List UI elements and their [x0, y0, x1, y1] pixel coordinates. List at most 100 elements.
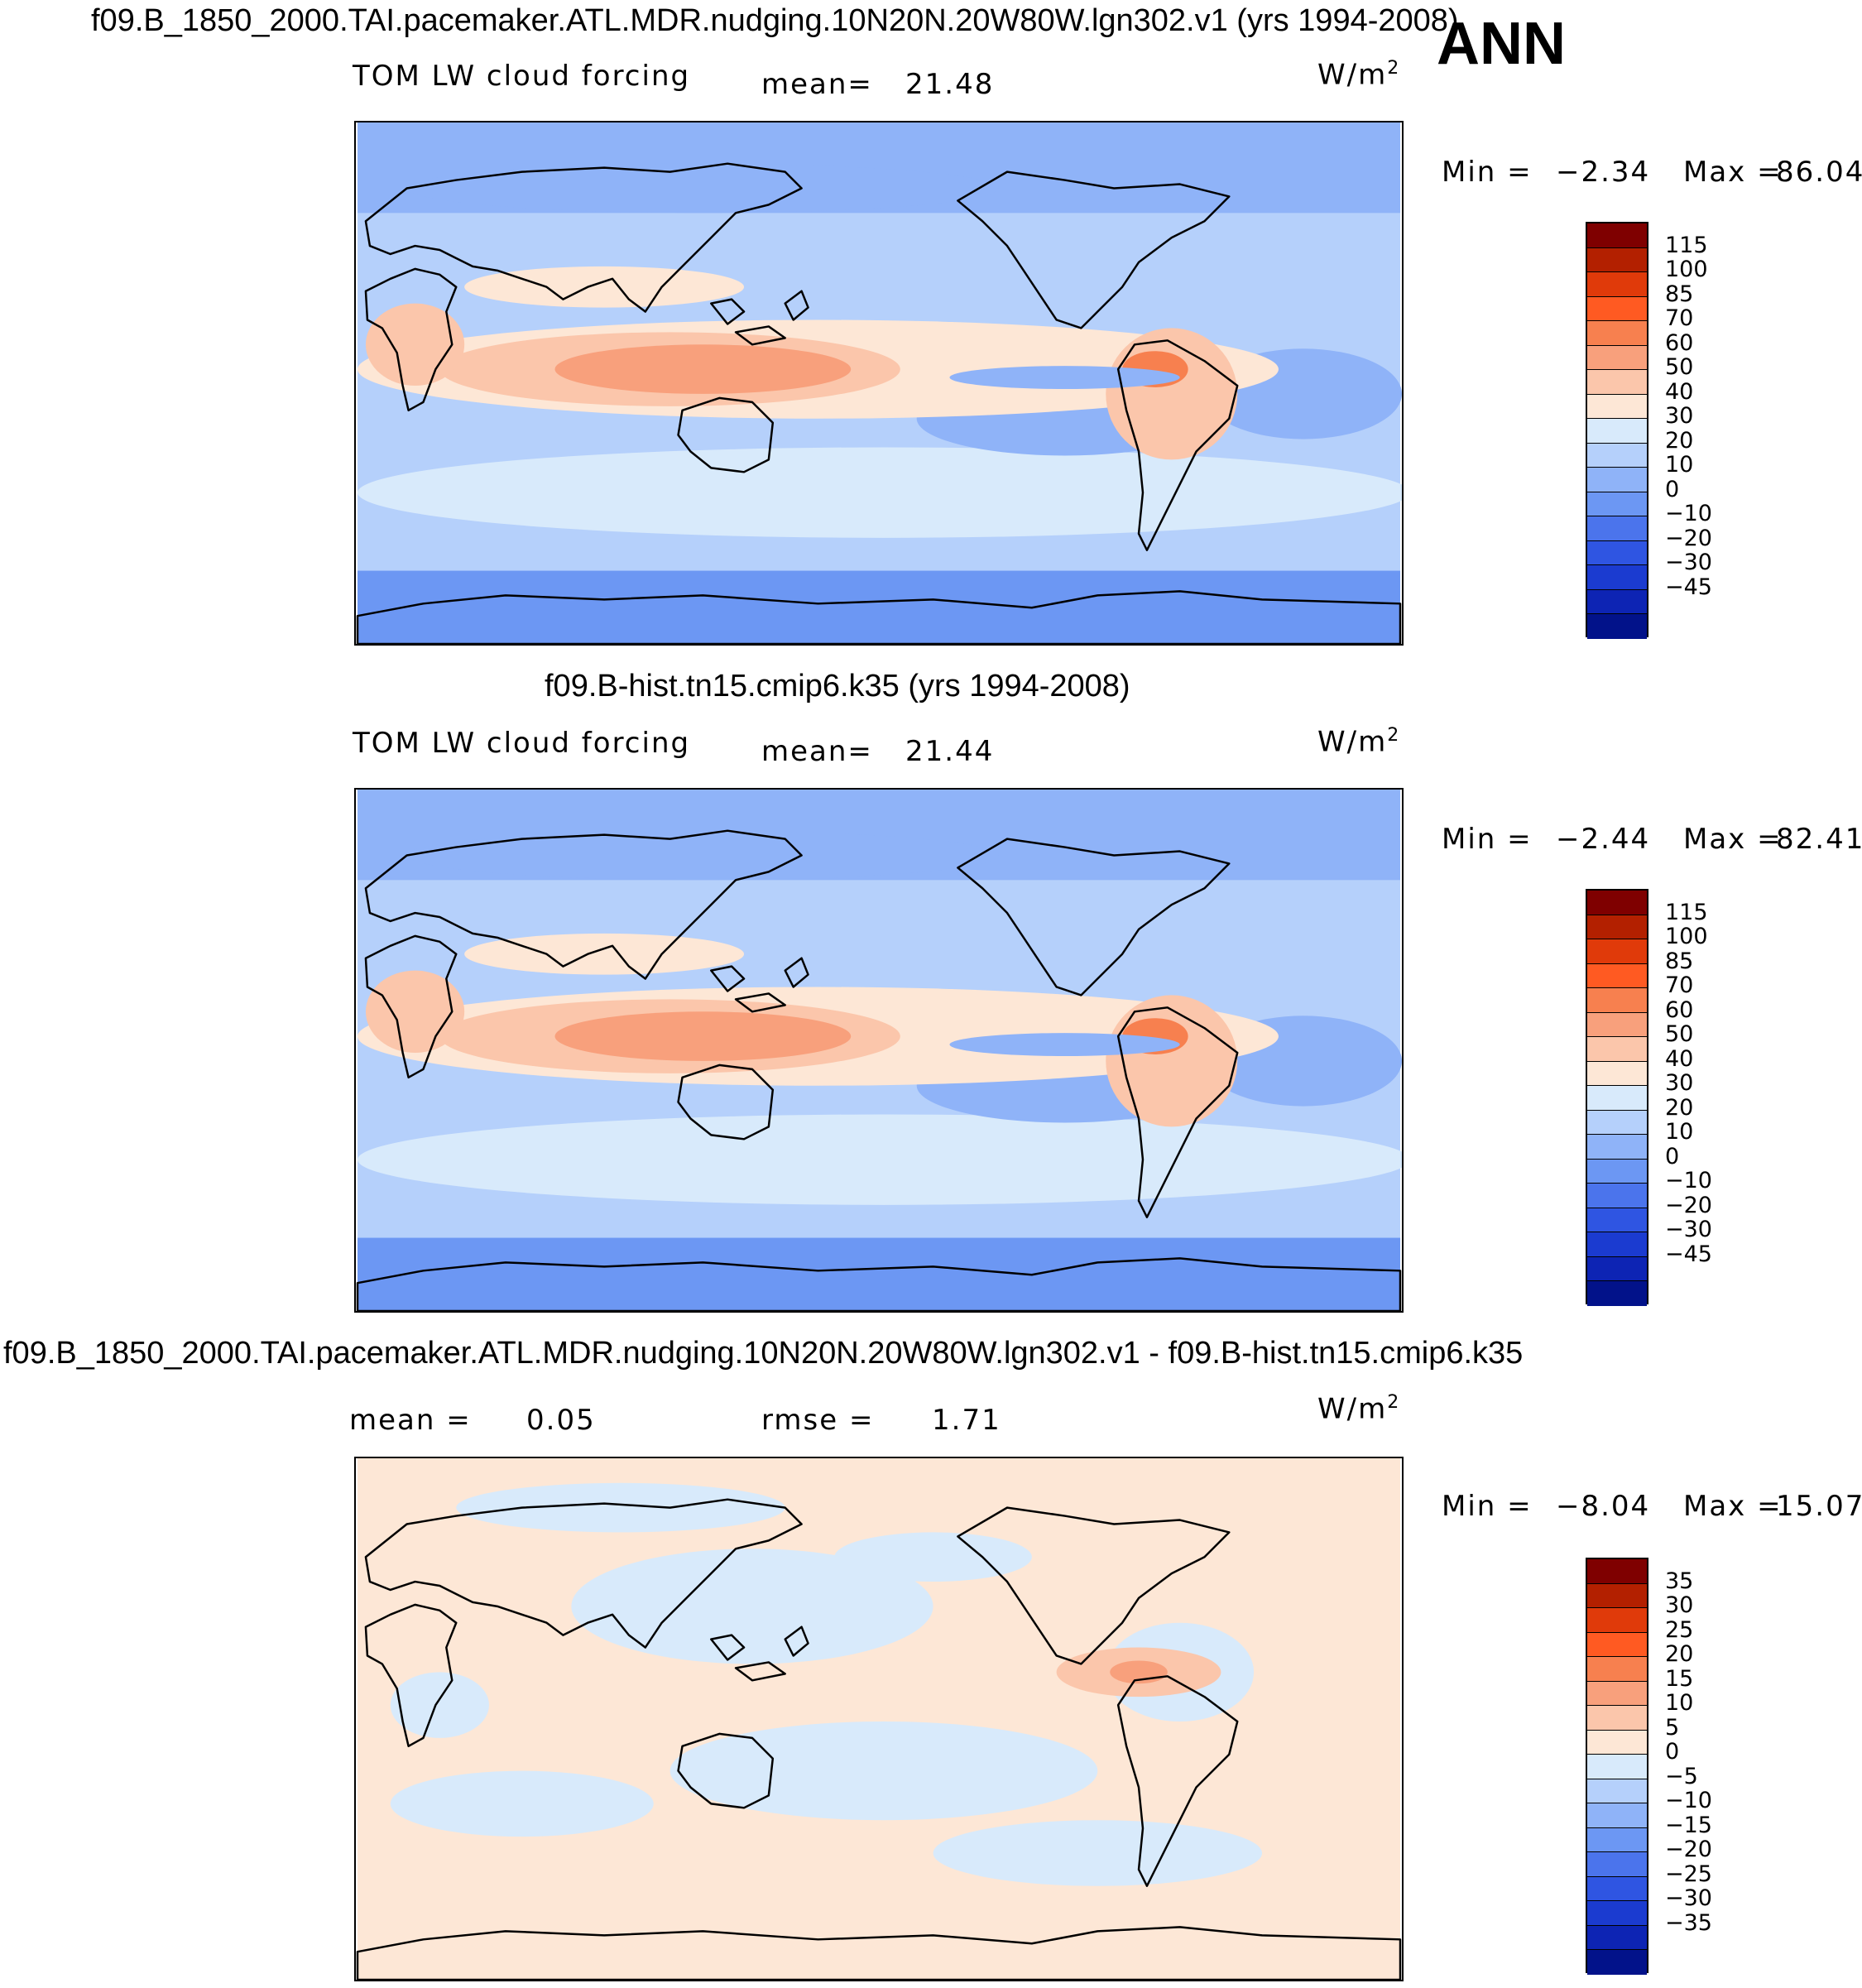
colorbar-swatch — [1587, 492, 1647, 517]
panel-3-max-value: 15.07 — [1776, 1490, 1862, 1523]
panel-1-mean-label: mean= — [761, 68, 873, 101]
colorbar-swatch — [1587, 1159, 1647, 1184]
colorbar-tick-label: 0 — [1665, 1143, 1680, 1169]
colorbar-swatch — [1587, 891, 1647, 915]
colorbar-swatch — [1587, 1135, 1647, 1160]
colorbar-swatch — [1587, 223, 1647, 248]
colorbar-swatch — [1587, 516, 1647, 541]
colorbar-swatch — [1587, 939, 1647, 964]
coastline — [364, 1498, 803, 1649]
colorbar-swatch — [1587, 321, 1647, 346]
southern-midlat-band — [358, 1114, 1402, 1205]
panel-1-max-value: 86.04 — [1776, 156, 1862, 189]
coastline — [677, 1732, 775, 1809]
colorbar-swatch — [1587, 1012, 1647, 1038]
panel-3-colorbar — [1586, 1558, 1648, 1975]
colorbar-tick-label: 30 — [1665, 1070, 1694, 1097]
panel-2-min-label: Min = — [1442, 823, 1533, 856]
colorbar-swatch — [1587, 1184, 1647, 1208]
colorbar-swatch — [1587, 1281, 1647, 1306]
amazon-convection — [1106, 995, 1238, 1127]
colorbar-tick-label: 60 — [1665, 329, 1694, 356]
panel-2-title: f09.B-hist.tn15.cmip6.k35 (yrs 1994-2008… — [545, 669, 1130, 703]
coastline — [1116, 1675, 1239, 1887]
colorbar-tick-label: 15 — [1665, 1665, 1694, 1692]
antarctic-band — [358, 1237, 1400, 1311]
colorbar-swatch — [1587, 1779, 1647, 1804]
colorbar-tick-label: 20 — [1665, 1641, 1694, 1668]
panel-3-units: W/m2 — [1317, 1392, 1401, 1426]
coastline — [957, 170, 1231, 329]
panel-2-mean-value: 21.44 — [905, 735, 995, 768]
panel-2-units: W/m2 — [1317, 725, 1401, 759]
colorbar-tick-label: −15 — [1665, 1812, 1712, 1838]
colorbar-swatch — [1587, 1632, 1647, 1658]
colorbar-tick-label: −45 — [1665, 574, 1712, 600]
panel-1-max-label: Max = — [1683, 156, 1783, 189]
cold-tongue — [949, 366, 1180, 389]
panel-2-variable-label: TOM LW cloud forcing — [353, 727, 691, 760]
colorbar-swatch — [1587, 394, 1647, 420]
panel-2-min-value: −2.44 — [1556, 823, 1651, 856]
colorbar-tick-label: 20 — [1665, 427, 1694, 454]
panel-3-map — [354, 1457, 1404, 1981]
colorbar-swatch — [1587, 443, 1647, 468]
panel-2-map — [354, 788, 1404, 1313]
colorbar-tick-label: 25 — [1665, 1616, 1694, 1643]
kuroshio-band — [464, 266, 745, 308]
colorbar-swatch — [1587, 419, 1647, 444]
colorbar-tick-label: −45 — [1665, 1241, 1712, 1267]
colorbar-tick-label: 50 — [1665, 354, 1694, 381]
panel-1-colorbar — [1586, 222, 1648, 639]
colorbar-swatch — [1587, 988, 1647, 1013]
colorbar-swatch — [1587, 1730, 1647, 1755]
negative-anomaly-patch — [390, 1770, 654, 1837]
colorbar-swatch — [1587, 1925, 1647, 1951]
negative-anomaly-patch — [390, 1672, 489, 1738]
cold-tongue — [949, 1033, 1180, 1056]
colorbar-tick-label: −10 — [1665, 1168, 1712, 1194]
panel-3-min-label: Min = — [1442, 1490, 1533, 1523]
colorbar-tick-label: −10 — [1665, 1788, 1712, 1814]
colorbar-tick-label: 70 — [1665, 972, 1694, 999]
warm-pool-core — [554, 1011, 852, 1061]
africa-convection — [365, 970, 465, 1053]
colorbar-swatch — [1587, 1583, 1647, 1609]
colorbar-tick-label: 50 — [1665, 1021, 1694, 1048]
northern-band — [406, 163, 1000, 214]
colorbar-tick-label: −30 — [1665, 550, 1712, 576]
panel-3-mean-value: 0.05 — [526, 1404, 596, 1437]
colorbar-swatch — [1587, 345, 1647, 371]
coastline — [677, 1064, 775, 1140]
coastline — [677, 396, 775, 473]
colorbar-tick-label: 85 — [1665, 281, 1694, 307]
colorbar-swatch — [1587, 565, 1647, 590]
coastline — [356, 590, 1402, 644]
colorbar-tick-label: −20 — [1665, 1837, 1712, 1863]
coastline — [784, 957, 809, 988]
panel-1-map — [354, 121, 1404, 646]
antarctic-band — [358, 570, 1400, 644]
colorbar-swatch — [1587, 370, 1647, 395]
colorbar-tick-label: 40 — [1665, 378, 1694, 405]
colorbar-tick-label: 100 — [1665, 924, 1708, 950]
colorbar-tick-label: −30 — [1665, 1217, 1712, 1243]
coastline — [710, 965, 746, 992]
panel-2-colorbar — [1586, 889, 1648, 1306]
colorbar-tick-label: −20 — [1665, 525, 1712, 551]
panel-2-mean-label: mean= — [761, 735, 873, 768]
colorbar-swatch — [1587, 1827, 1647, 1853]
negative-anomaly-patch — [669, 1721, 1098, 1821]
panel-1-units: W/m2 — [1317, 58, 1401, 92]
coastline — [710, 1634, 746, 1661]
colorbar-tick-label: 20 — [1665, 1094, 1694, 1121]
colorbar-tick-label: 30 — [1665, 403, 1694, 430]
colorbar-tick-label: −30 — [1665, 1885, 1712, 1912]
negative-anomaly-patch — [834, 1532, 1032, 1582]
coastline — [784, 1625, 809, 1657]
colorbar-swatch — [1587, 272, 1647, 297]
colorbar-swatch — [1587, 1061, 1647, 1087]
colorbar-swatch — [1587, 1803, 1647, 1828]
coastline — [957, 1506, 1231, 1665]
coastline — [356, 1926, 1402, 1980]
